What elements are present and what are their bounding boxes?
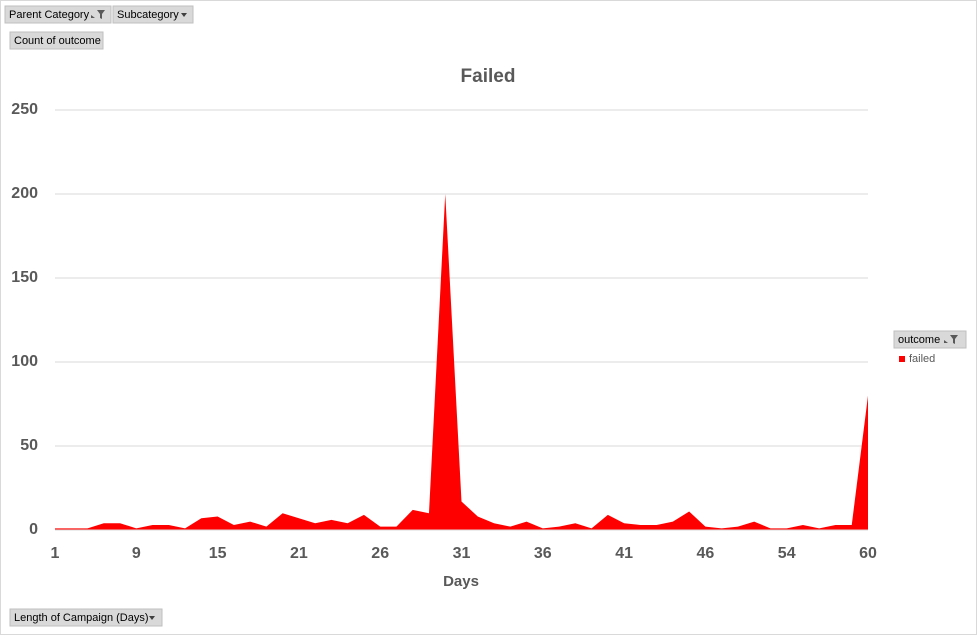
y-tick-label: 250 <box>11 101 38 118</box>
x-tick-label: 9 <box>132 545 141 562</box>
legend-swatch <box>899 356 905 362</box>
y-tick-label: 150 <box>11 269 38 286</box>
dropdown-icon <box>181 13 187 17</box>
filter-label[interactable]: Parent Category <box>9 9 90 21</box>
axis-label[interactable]: Length of Campaign (Days) <box>14 612 149 624</box>
chart-title: Failed <box>461 66 516 87</box>
filter-label[interactable]: Subcategory <box>117 9 179 21</box>
y-tick-label: 200 <box>11 185 38 202</box>
x-tick-label: 31 <box>453 545 471 562</box>
legend-label: failed <box>909 353 935 365</box>
values-button[interactable] <box>9 31 104 50</box>
values-label[interactable]: Count of outcome <box>14 35 101 47</box>
dropdown-icon <box>149 616 155 620</box>
x-tick-label: 1 <box>51 545 60 562</box>
filter-button[interactable] <box>112 5 194 24</box>
x-tick-label: 54 <box>778 545 796 562</box>
x-tick-label: 15 <box>209 545 227 562</box>
x-tick-label: 36 <box>534 545 552 562</box>
x-tick-label: 46 <box>697 545 715 562</box>
x-tick-label: 26 <box>371 545 389 562</box>
legend-button[interactable] <box>893 330 967 349</box>
axis-button[interactable] <box>9 608 163 627</box>
x-tick-label: 60 <box>859 545 877 562</box>
filter-icon <box>91 10 105 19</box>
y-tick-label: 50 <box>20 437 38 454</box>
legend-field-label[interactable]: outcome <box>898 334 940 346</box>
x-tick-label: 21 <box>290 545 308 562</box>
y-tick-label: 100 <box>11 353 38 370</box>
filter-icon <box>944 335 958 344</box>
filter-button[interactable] <box>4 5 112 24</box>
x-tick-label: 41 <box>615 545 633 562</box>
x-axis-title: Days <box>443 573 479 590</box>
y-tick-label: 0 <box>29 521 38 538</box>
